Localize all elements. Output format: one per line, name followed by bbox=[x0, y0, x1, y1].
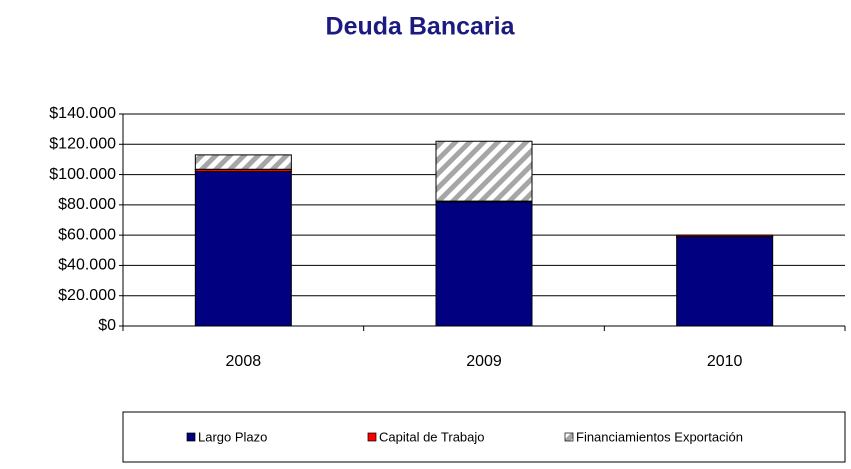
legend-box bbox=[122, 411, 846, 463]
x-tick-label: 2010 bbox=[707, 353, 743, 370]
y-tick-label: $100.000 bbox=[49, 166, 116, 183]
bar-segment bbox=[435, 201, 533, 327]
x-tick-label: 2008 bbox=[226, 353, 262, 370]
bar-segment bbox=[194, 171, 292, 327]
legend-swatch bbox=[367, 432, 377, 442]
bar-segment bbox=[435, 140, 533, 202]
bar-segment bbox=[676, 236, 774, 327]
y-tick-label: $20.000 bbox=[58, 287, 116, 304]
y-tick-label: $40.000 bbox=[58, 257, 116, 274]
y-tick-label: $60.000 bbox=[58, 226, 116, 243]
x-tick-label: 2009 bbox=[466, 353, 502, 370]
legend-label: Largo Plazo bbox=[198, 429, 267, 444]
legend-label: Financiamientos Exportación bbox=[576, 429, 743, 444]
y-tick-label: $0 bbox=[98, 317, 116, 334]
legend-label: Capital de Trabajo bbox=[379, 429, 485, 444]
y-tick-label: $140.000 bbox=[49, 105, 116, 122]
y-tick-label: $120.000 bbox=[49, 136, 116, 153]
bar-segment bbox=[194, 154, 292, 170]
y-tick-label: $80.000 bbox=[58, 196, 116, 213]
chart-title: Deuda Bancaria bbox=[326, 13, 516, 41]
bar-segment bbox=[676, 234, 774, 238]
legend-swatch bbox=[186, 432, 196, 442]
legend-swatch bbox=[564, 432, 574, 442]
